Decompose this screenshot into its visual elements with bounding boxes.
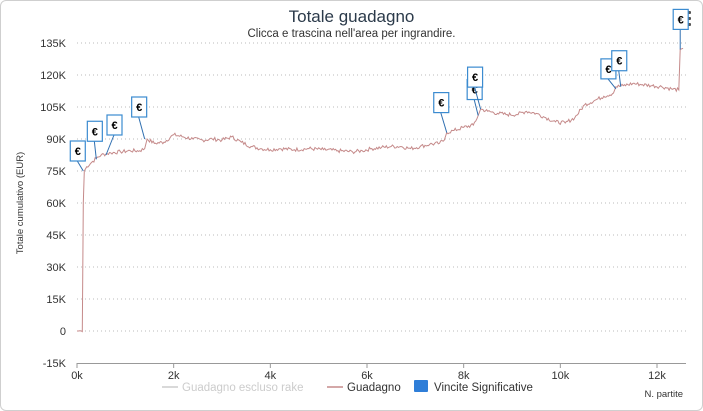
- legend-item[interactable]: Guadagno escluso rake: [162, 382, 303, 394]
- flag-label: €: [616, 56, 622, 68]
- legend-label: Vincite Significative: [434, 382, 533, 394]
- grid-lines: [77, 42, 686, 332]
- flag-stem: [93, 141, 97, 160]
- flag-stem: [473, 99, 479, 116]
- x-tick-label: 6k: [361, 370, 373, 382]
- vincita-flag[interactable]: €: [131, 96, 148, 140]
- flag-stem: [440, 112, 448, 133]
- x-tick-label: 2k: [168, 370, 180, 382]
- x-tick-label: 8k: [458, 370, 470, 382]
- legend-label: Guadagno: [347, 382, 401, 394]
- vincita-flag[interactable]: €: [611, 50, 628, 87]
- x-axis: 0k 2k 4k 6k 8k 10k 12k: [71, 363, 686, 382]
- y-axis-label: Totale cumulativo (EUR): [15, 152, 26, 254]
- flag-box: [86, 120, 103, 142]
- x-tick-label: 12k: [648, 370, 666, 382]
- flag-box: [611, 50, 628, 72]
- flag-stem: [105, 134, 115, 156]
- y-tick-label: 30K: [46, 262, 66, 274]
- flag-stem: [76, 160, 84, 172]
- flag-box: [433, 91, 450, 114]
- y-tick-label: 135K: [40, 38, 66, 50]
- flag-box: [106, 114, 123, 136]
- legend-item[interactable]: Guadagno: [327, 382, 401, 394]
- y-tick-label: 75K: [46, 166, 66, 178]
- vincita-flag[interactable]: €: [433, 91, 450, 133]
- flags-layer: €€€€ €€€€€€: [69, 8, 689, 172]
- chart-subtitle: Clicca e trascina nell'area per ingrandi…: [247, 28, 456, 40]
- flag-stem: [607, 78, 617, 90]
- flag-label: €: [605, 64, 611, 76]
- x-tick-label: 4k: [265, 370, 277, 382]
- flag-stem: [618, 70, 622, 87]
- flag-label: €: [472, 85, 478, 97]
- flag-label: €: [438, 98, 444, 110]
- flag-box: [69, 140, 86, 162]
- y-tick-label: 0: [60, 326, 66, 338]
- x-axis-label: N. partite: [644, 389, 683, 400]
- vincita-flag[interactable]: €: [86, 120, 103, 160]
- y-tick-label: 105K: [40, 102, 66, 114]
- vincita-flag[interactable]: €: [105, 114, 123, 156]
- flag-box: [466, 66, 484, 88]
- vincita-flag[interactable]: €: [672, 8, 689, 50]
- flag-label: €: [92, 126, 98, 138]
- series-layer: [77, 47, 684, 333]
- flag-label: €: [111, 120, 117, 132]
- legend: Guadagno escluso rake Guadagno Vincite Sig…: [162, 380, 533, 394]
- flag-stem: [474, 87, 482, 110]
- y-tick-label: 90K: [46, 134, 66, 146]
- vincita-flag[interactable]: €: [69, 140, 86, 172]
- y-tick-label: 60K: [46, 198, 66, 210]
- x-tick-label: 10k: [551, 370, 569, 382]
- x-tick-label: 0k: [71, 370, 83, 382]
- flag-label: €: [75, 146, 81, 158]
- flag-stem: [138, 116, 146, 140]
- flag-label: €: [472, 72, 478, 84]
- legend-label: Guadagno escluso rake: [182, 382, 303, 394]
- vincita-flag[interactable]: €: [466, 66, 484, 110]
- legend-swatch: [414, 380, 428, 392]
- y-tick-label: 15K: [46, 294, 66, 306]
- y-tick-label: 120K: [40, 70, 66, 82]
- flag-box: [672, 8, 689, 30]
- legend-item[interactable]: Vincite Significative: [414, 380, 533, 394]
- y-tick-label: 45K: [46, 230, 66, 242]
- flag-label: €: [678, 14, 684, 26]
- chart-title: Totale guadagno: [288, 7, 415, 26]
- flag-box: [131, 96, 148, 118]
- flag-label: €: [136, 102, 142, 114]
- y-axis-ticks: -15K 0 15K 30K 45K 60K 75K 90K 105K 120K 135K: [40, 38, 66, 370]
- y-tick-label: -15K: [43, 358, 67, 370]
- guadagno-line: [77, 47, 684, 333]
